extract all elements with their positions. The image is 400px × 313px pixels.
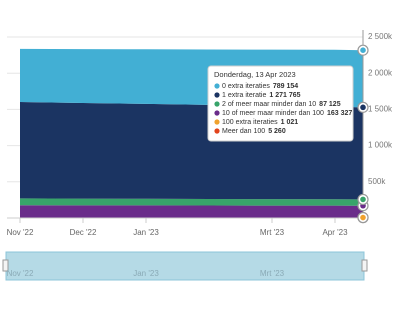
- tooltip-title: Donderdag, 13 Apr 2023: [214, 70, 296, 79]
- navigator[interactable]: Nov '22 Jan '23 Mrt '23: [2, 251, 368, 281]
- tooltip-value: 5 260: [268, 128, 286, 135]
- x-tick-label: Dec '22: [70, 228, 97, 237]
- hover-point: [360, 196, 366, 203]
- y-tick-label: 2 500k: [368, 32, 393, 41]
- tooltip-row: 10 of meer maar minder dan 100 163 327: [222, 110, 352, 117]
- series-name: 10 of meer maar minder dan 100: [222, 110, 324, 117]
- tooltip-row: Meer dan 100 5 260: [222, 128, 286, 135]
- tooltip-row: 1 extra iteratie 1 271 765: [222, 92, 301, 99]
- tooltip: Donderdag, 13 Apr 2023 0 extra iteraties…: [207, 65, 354, 142]
- tooltip-value: 163 327: [327, 110, 352, 117]
- legend-dot: [214, 92, 220, 98]
- tooltip-row: 100 extra iteraties 1 021: [222, 119, 298, 126]
- navigator-handle[interactable]: [2, 259, 9, 272]
- series-name: 1 extra iteratie: [222, 92, 266, 99]
- x-tick-label: Nov '22: [7, 228, 34, 237]
- y-tick-label: 500k: [368, 177, 386, 186]
- series-name: Meer dan 100: [222, 128, 265, 135]
- navigator-range[interactable]: [5, 251, 365, 281]
- navigator-label: Jan '23: [133, 269, 159, 278]
- area: [20, 198, 363, 206]
- tooltip-value: 1 271 765: [269, 92, 300, 99]
- tooltip-row: 2 of meer maar minder dan 10 87 125: [222, 101, 341, 108]
- tooltip-value: 1 021: [281, 119, 299, 126]
- hover-point: [360, 47, 366, 54]
- legend-dot: [214, 119, 220, 125]
- hover-point: [360, 214, 366, 221]
- y-tick-label: 2 000k: [368, 68, 393, 77]
- legend-dot: [214, 110, 220, 116]
- series-name: 2 of meer maar minder dan 10: [222, 101, 316, 108]
- tooltip-row: 0 extra iteraties 789 154: [222, 83, 298, 90]
- y-tick-label: 1 000k: [368, 141, 393, 150]
- y-tick-label: 1 500k: [368, 105, 393, 114]
- series-name: 0 extra iteraties: [222, 83, 270, 90]
- x-tick-label: Apr '23: [322, 228, 348, 237]
- hover-point: [360, 104, 366, 111]
- area: [20, 205, 363, 218]
- legend-dot: [214, 101, 220, 107]
- navigator-handle[interactable]: [361, 259, 368, 272]
- legend-dot: [214, 83, 220, 89]
- series-name: 100 extra iteraties: [222, 119, 278, 126]
- navigator-label: Nov '22: [7, 269, 34, 278]
- navigator-label: Mrt '23: [260, 269, 285, 278]
- tooltip-value: 789 154: [273, 83, 298, 90]
- x-tick-label: Jan '23: [133, 228, 159, 237]
- tooltip-value: 87 125: [319, 101, 341, 108]
- legend-dot: [214, 128, 220, 134]
- tooltip-box: [207, 65, 354, 142]
- x-tick-label: Mrt '23: [260, 228, 285, 237]
